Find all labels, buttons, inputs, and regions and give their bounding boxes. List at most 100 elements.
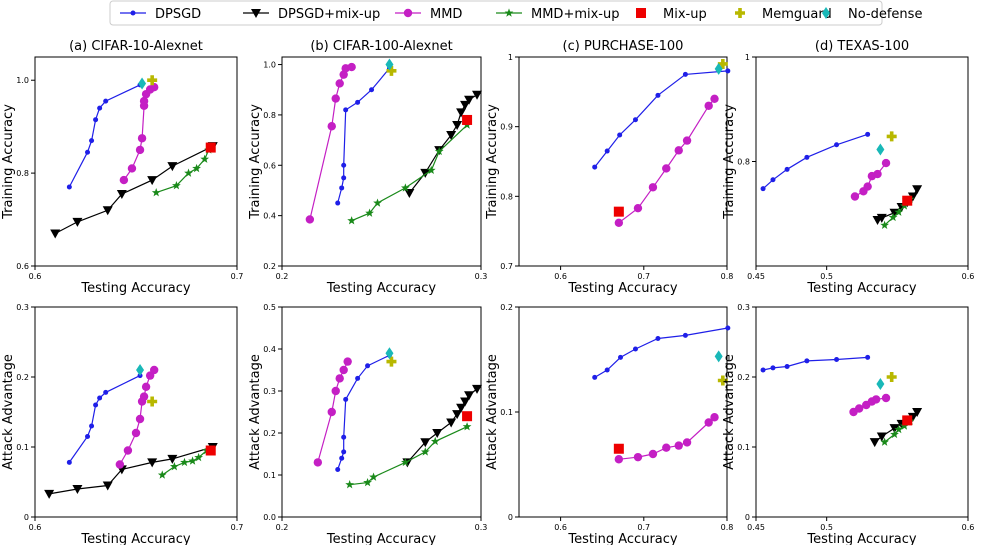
series-nodefense [714,350,723,363]
point-dpsgd [93,117,99,123]
series-line-dpsgd [762,133,868,190]
y-tick-label: 0.4 [263,212,276,221]
y-tick-label: 0.7 [500,262,513,271]
point-dpsgd [85,434,91,439]
point-dpsgd [592,374,598,380]
series-mmd [849,393,891,417]
point-dpsgd_mixup [876,213,887,223]
point-mmd_mixup [180,457,189,467]
point-dpsgd [343,396,349,402]
point-mmd [871,395,881,404]
series-mmd_mixup [345,422,472,489]
panel-6: 0.2 0.3 0.0 0.1 0.2 0.3 0.4 0.5 Testing Accuracy… [248,303,487,545]
point-dpsgd [655,92,661,98]
point-dpsgd [865,354,871,360]
series-line-mmd [618,416,715,460]
y-tick-label: 0.2 [16,373,29,382]
point-dpsgd_mixup [876,432,887,442]
point-dpsgd [725,68,731,74]
x-tick-label: 0.2 [276,272,289,281]
legend-label-memguard: Memguard [762,7,832,22]
y-axis-label: Training Accuracy [1,104,16,220]
point-dpsgd_mixup [44,489,55,499]
point-dpsgd [97,105,103,111]
point-mixup [613,206,624,217]
series-memguard [147,396,158,407]
legend-label-mmd: MMD [430,7,462,22]
x-axis-label: Testing Accuracy [806,532,916,545]
point-dpsgd_mixup [404,188,415,198]
legend-item-mmd: MMD [395,7,462,22]
panel-title: (d) TEXAS-100 [815,39,909,54]
point-nodefense [138,77,147,90]
series-line-mmd [618,98,715,224]
x-axis-label: Testing Accuracy [80,281,190,296]
point-mixup [205,142,216,153]
series-dpsgd_mixup [402,384,483,468]
point-mmd_mixup [172,181,181,190]
point-dpsgd_mixup [460,100,471,110]
point-dpsgd [632,346,638,352]
point-mmd [881,158,891,168]
series-memguard [386,65,397,76]
point-mmd_mixup [369,472,378,481]
legend-marker-mixup [636,8,646,18]
series-nodefense [385,58,394,71]
y-tick-label: 0.3 [263,387,276,396]
point-mmd [123,446,133,455]
point-dpsgd [66,459,72,465]
point-dpsgd [834,142,840,148]
legend-marker-dpsgd_mixup [251,9,261,18]
point-mmd [135,145,145,155]
point-dpsgd [89,423,95,429]
series-mixup [205,142,216,153]
panel-title: (c) PURCHASE-100 [563,39,684,54]
series-mmd_mixup [157,445,212,479]
y-tick-label: 0 [508,513,513,522]
series-line-dpsgd [762,356,868,371]
point-mmd [710,94,719,104]
point-nodefense [714,62,723,75]
x-axis-label: Testing Accuracy [326,281,436,296]
y-tick-label: 0.8 [500,192,513,201]
point-mmd_mixup [890,429,899,439]
x-tick-label: 0.5 [820,272,833,281]
y-tick-label: 1 [745,53,750,62]
x-axis-label: Testing Accuracy [326,532,436,545]
point-dpsgd_mixup [460,397,471,407]
point-mmd [131,428,141,438]
point-dpsgd [804,154,810,160]
point-dpsgd_mixup [116,190,127,200]
series-mixup [462,411,473,422]
panel-8: 0.45 0.5 0.6 0 0.1 0.2 0.3 Testing Accuracy Atta… [722,303,974,545]
y-tick-label: 0.2 [263,429,276,438]
point-mmd_mixup [200,154,210,163]
series-mmd [115,365,159,469]
panel-frame [281,306,482,518]
series-line-mmd_mixup [351,124,468,222]
series-dpsgd [760,354,871,373]
series-memguard [717,58,728,69]
series-line-dpsgd [337,67,390,204]
y-tick-label: 0.1 [263,471,276,480]
panel-5: 0.6 0.7 0 0.1 0.2 0.3 Testing Accuracy Attack A… [1,303,243,545]
point-mmd [141,382,151,391]
legend-item-nodefense: No-defense [822,7,922,22]
y-tick-label: 1 [508,53,513,62]
point-dpsgd [655,336,661,341]
point-dpsgd [604,148,610,154]
point-mmd_mixup [430,436,440,446]
point-dpsgd_mixup [452,410,463,420]
point-mmd_mixup [894,424,904,434]
point-memguard [717,375,728,386]
series-mixup [613,206,624,217]
point-mmd [137,134,147,143]
y-tick-label: 0.2 [737,373,750,382]
point-mmd [850,192,860,201]
point-mmd_mixup [426,165,436,175]
y-tick-label: 0.1 [737,443,750,452]
legend-label-mmd_mixup: MMD+mix-up [531,7,620,22]
series-line-dpsgd [594,70,728,168]
point-mmd_mixup [170,462,179,471]
panel-frame [518,306,728,518]
